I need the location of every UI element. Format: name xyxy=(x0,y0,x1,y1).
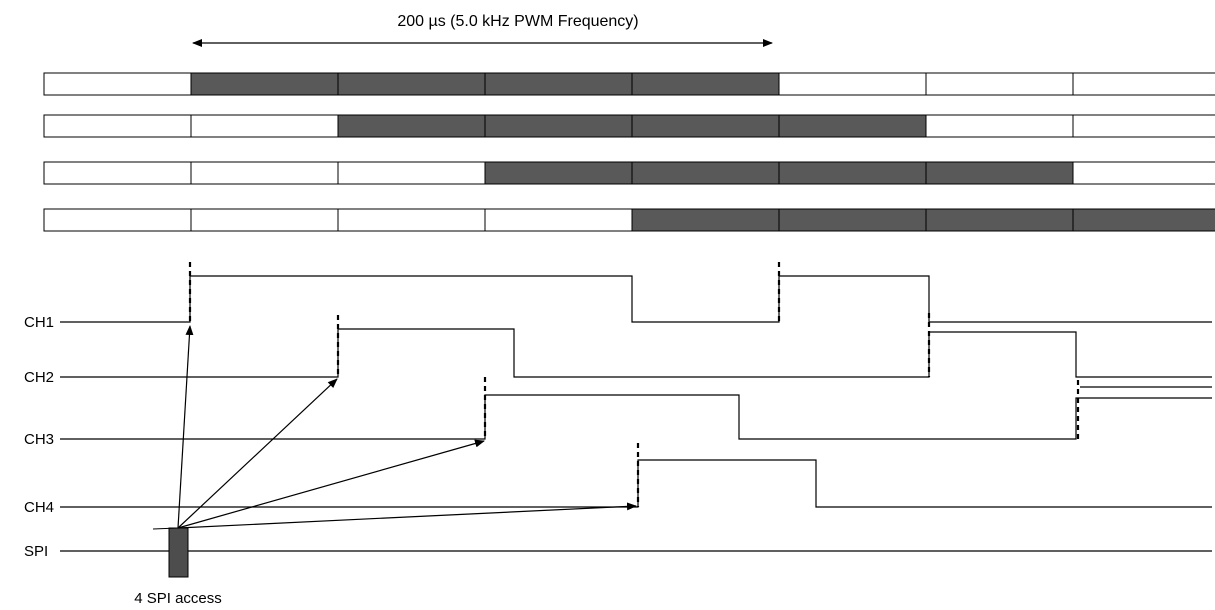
slot-cell-idle xyxy=(190,114,339,138)
spi-label: SPI xyxy=(24,543,48,560)
slot-cell-active xyxy=(631,114,780,138)
slot-cell-active xyxy=(337,72,486,96)
spi-access-block xyxy=(168,527,189,578)
ch3-waveform xyxy=(60,394,1212,440)
slot-cell-idle xyxy=(925,72,1074,96)
slot-cell-idle xyxy=(778,72,927,96)
slot-cell-active xyxy=(484,114,633,138)
trigger-arrow-ch3 xyxy=(177,439,485,529)
slot-cell-active xyxy=(925,208,1074,232)
slot-cell-idle xyxy=(190,161,339,185)
slot-cell-idle xyxy=(337,208,486,232)
slot-cell-idle xyxy=(43,208,192,232)
slot-cell-active xyxy=(631,208,780,232)
trigger-arrows xyxy=(177,325,637,529)
slot-cell-active xyxy=(1072,208,1215,232)
slot-rows xyxy=(43,72,1215,232)
slot-cell-idle xyxy=(925,114,1074,138)
trigger-arrow-ch2 xyxy=(177,378,338,529)
ch4-label: CH4 xyxy=(24,499,54,516)
spi-lead-line xyxy=(152,527,179,530)
slot-cell-idle xyxy=(484,208,633,232)
ch1-waveform xyxy=(60,275,1212,323)
slot-cell-active xyxy=(484,161,633,185)
trigger-arrow-ch4 xyxy=(177,502,637,529)
slot-cell-idle xyxy=(190,208,339,232)
period-title: 200 µs (5.0 kHz PWM Frequency) xyxy=(397,13,638,30)
slot-cell-idle xyxy=(1072,114,1215,138)
slot-cell-active xyxy=(337,114,486,138)
slot-cell-active xyxy=(484,72,633,96)
trigger-arrow-ch1 xyxy=(177,325,194,529)
channel-labels: CH1 CH2 CH3 CH4 SPI xyxy=(24,314,54,560)
slot-cell-active xyxy=(778,114,927,138)
waveforms xyxy=(60,275,1212,552)
slot-cell-idle xyxy=(1072,72,1215,96)
ch2-label: CH2 xyxy=(24,369,54,386)
slot-cell-active xyxy=(925,161,1074,185)
slot-cell-idle xyxy=(43,72,192,96)
slot-cell-active xyxy=(778,161,927,185)
slot-cell-active xyxy=(631,161,780,185)
slot-cell-idle xyxy=(43,161,192,185)
slot-cell-idle xyxy=(337,161,486,185)
slot-cell-active xyxy=(778,208,927,232)
ch4-waveform xyxy=(60,459,1212,508)
slot-cell-idle xyxy=(1072,161,1215,185)
spi-access-caption: 4 SPI access xyxy=(134,590,222,607)
ch2-waveform xyxy=(60,328,1212,378)
sync-markers xyxy=(188,262,1080,507)
slot-cell-idle xyxy=(43,114,192,138)
slot-cell-active xyxy=(190,72,339,96)
ch3-label: CH3 xyxy=(24,431,54,448)
ch1-label: CH1 xyxy=(24,314,54,331)
slot-cell-active xyxy=(631,72,780,96)
